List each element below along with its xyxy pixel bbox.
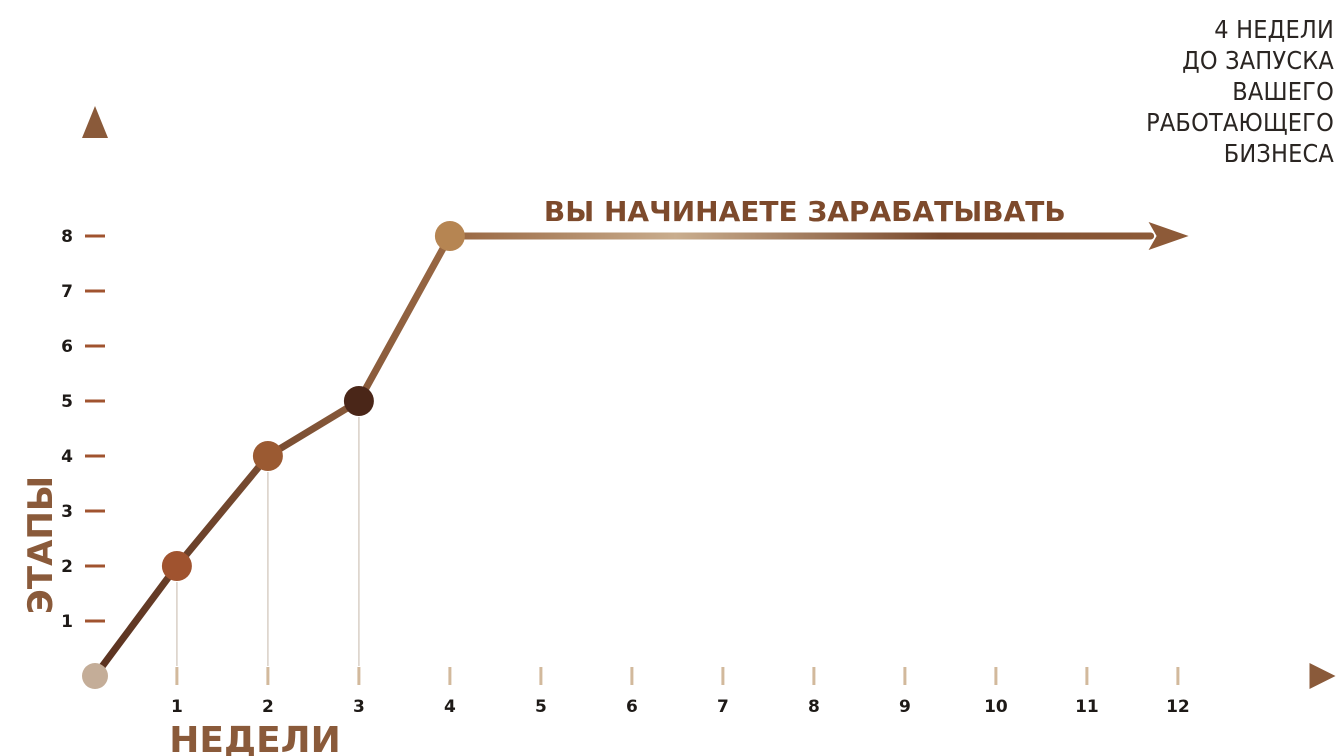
data-marker	[82, 663, 108, 689]
x-axis-arrowhead	[1310, 663, 1336, 689]
annotation-label: ВЫ НАЧИНАЕТЕ ЗАРАБАТЫВАТЬ	[544, 195, 1066, 228]
caption-line: ДО ЗАПУСКА	[1074, 45, 1334, 76]
y-tick-label: 8	[61, 227, 73, 247]
ticks	[85, 236, 1178, 685]
axes	[82, 106, 1336, 689]
y-tick-label: 3	[61, 502, 73, 522]
caption-line: 4 НЕДЕЛИ	[1074, 14, 1334, 45]
x-axis-title: НЕДЕЛИ	[169, 720, 340, 756]
y-tick-label: 5	[61, 392, 73, 412]
side-caption: 4 НЕДЕЛИ ДО ЗАПУСКА ВАШЕГО РАБОТАЮЩЕГО Б…	[1074, 14, 1334, 169]
x-tick-label: 12	[1166, 697, 1190, 717]
x-tick-label: 8	[808, 697, 820, 717]
y-tick-label: 2	[61, 557, 73, 577]
data-marker	[162, 551, 192, 581]
x-tick-label: 6	[626, 697, 638, 717]
x-tick-label: 4	[444, 697, 456, 717]
x-tick-label: 1	[171, 697, 183, 717]
x-tick-label: 3	[353, 697, 365, 717]
y-axis-arrowhead	[82, 106, 108, 138]
data-marker	[253, 441, 283, 471]
y-axis-title: ЭТАПЫ	[21, 476, 61, 614]
x-tick-label: 2	[262, 697, 274, 717]
caption-line: ВАШЕГО	[1074, 76, 1334, 107]
data-marker	[435, 221, 465, 251]
x-tick-label: 9	[899, 697, 911, 717]
x-tick-label: 7	[717, 697, 729, 717]
x-tick-label: 11	[1075, 697, 1099, 717]
x-tick-label: 10	[984, 697, 1008, 717]
data-marker	[344, 386, 374, 416]
y-tick-label: 4	[61, 447, 73, 467]
y-tick-label: 7	[61, 282, 73, 302]
caption-line: РАБОТАЮЩЕГО	[1074, 107, 1334, 138]
x-tick-label: 5	[535, 697, 547, 717]
y-tick-label: 6	[61, 337, 73, 357]
series-arrowhead	[1149, 222, 1189, 250]
y-tick-label: 1	[61, 612, 73, 632]
caption-line: БИЗНЕСА	[1074, 138, 1334, 169]
